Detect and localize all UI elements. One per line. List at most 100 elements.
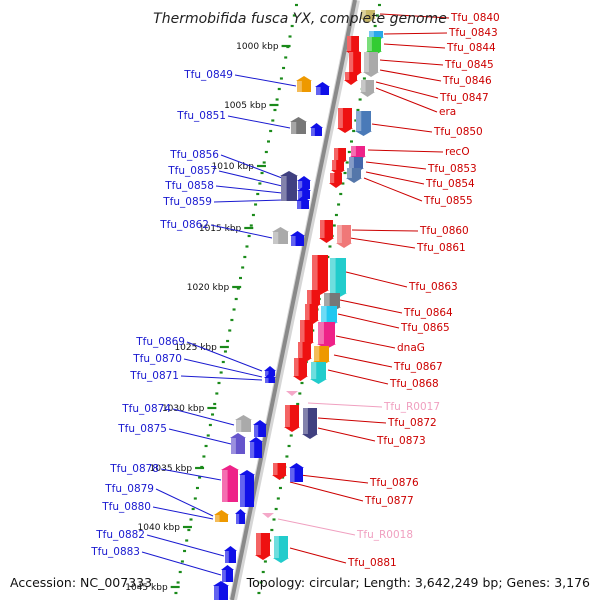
leader-line [146,534,225,557]
gene-feature [329,258,347,298]
gene-body [240,475,254,507]
gene-body [215,515,228,522]
gene-label: Tfu_0853 [427,163,477,175]
gene-label: Tfu_0870 [132,353,182,365]
gene-highlight [332,160,337,170]
gene-body [298,342,311,358]
gene-label: Tfu_0863 [408,281,458,293]
gene-feature [331,160,345,175]
gene-highlight [214,586,219,600]
leader-line [215,185,283,194]
gene-highlight [297,201,302,209]
gene-label: Tfu_0876 [369,477,419,489]
gene-feature [273,536,289,563]
gene-body [311,362,326,379]
gene-body [349,157,363,168]
kbp-tick-label: 1025 kbp [174,343,217,353]
leader-line [277,518,356,536]
gene-label: Tfu_0871 [129,370,179,382]
gene-label: Tfu_0867 [393,361,443,373]
gene-arrowhead [284,427,300,432]
gene-body [349,52,361,72]
gene-feature [272,463,287,480]
gene-body [236,514,245,524]
gene-arrowhead [310,123,323,128]
gene-feature [255,533,271,560]
gene-label: Tfu_0860 [419,225,469,237]
gene-body [274,536,288,558]
gene-body [347,36,359,51]
gene-body [316,87,329,95]
gene-body [345,72,357,80]
gene-arrowhead [296,76,312,81]
gene-highlight [324,293,330,307]
gene-label: Tfu_0859 [162,196,212,208]
gene-labels: Tfu_0849 Tfu_0851 Tfu_0856 Tfu_0857 Tfu_0858… [90,12,500,569]
gene-highlight [291,122,297,134]
gene-body [273,463,286,475]
gene-feature [296,76,312,92]
gene-body [320,220,333,238]
gene-feature [272,227,289,244]
gene-body [330,173,342,183]
gene-arrowhead [221,465,239,470]
gene-highlight [347,168,352,178]
gene-feature [296,196,310,209]
gene-highlight [231,438,236,454]
genome-title: Thermobifida fusca YX, complete genome [153,11,447,27]
leader-line [363,177,423,202]
gene-highlight [225,551,229,563]
gene-arrowhead [264,373,276,378]
kbp-tick-label: 1010 kbp [212,162,255,172]
tick-layer: 1000 kbp 1005 kbp 1010 kbp 1015 kbp 1020 kbp… [125,3,381,595]
gene-feature [239,470,255,507]
gene-label: Tfu_0846 [442,75,492,87]
gene-arrowhead [315,82,330,87]
gene-arrowhead [249,437,263,442]
leader-line [168,428,232,445]
gene-arrowhead [253,420,267,425]
gene-arrowhead [310,379,327,384]
gene-label: Tfu_0844 [446,42,496,54]
gene-feature [337,108,353,133]
gene-highlight [320,220,325,238]
gene-label: Tfu_0840 [450,12,500,24]
gene-body [297,201,309,209]
gene-highlight [250,442,255,458]
leader-line [220,154,283,179]
gene-body [314,346,329,361]
gene-arrowhead [293,376,308,381]
gene-feature [346,168,362,183]
leader-line [218,170,283,187]
gene-label: Tfu_0868 [389,378,439,390]
gene-label: Tfu_0854 [425,178,475,190]
leader-line [299,474,369,484]
gene-feature [290,117,307,134]
gene-feature [235,415,252,432]
gene-highlight [349,52,354,72]
gene-highlight [256,533,261,555]
gene-label: Tfu_0874 [121,403,171,415]
gene-highlight [318,322,324,344]
gene-feature [302,408,318,439]
gene-arrowhead [296,196,310,201]
gene-body [367,37,381,51]
gene-highlight [222,570,226,582]
kbp-tick-label: 1040 kbp [138,523,181,533]
leader-line [375,87,438,113]
gene-highlight [337,225,342,243]
gene-highlight [311,362,317,379]
leader-line [307,402,383,408]
kbp-tick-label: 1005 kbp [224,101,267,111]
gene-body [332,160,344,170]
gene-highlight [316,87,321,95]
gene-label: Tfu_R0017 [383,401,440,413]
leader-line [367,149,444,153]
gene-highlight [361,10,366,18]
leader-line [289,481,364,502]
leader-line [152,506,214,520]
gene-feature [290,231,305,246]
gene-body [294,358,307,376]
gene-arrowhead [346,178,362,183]
